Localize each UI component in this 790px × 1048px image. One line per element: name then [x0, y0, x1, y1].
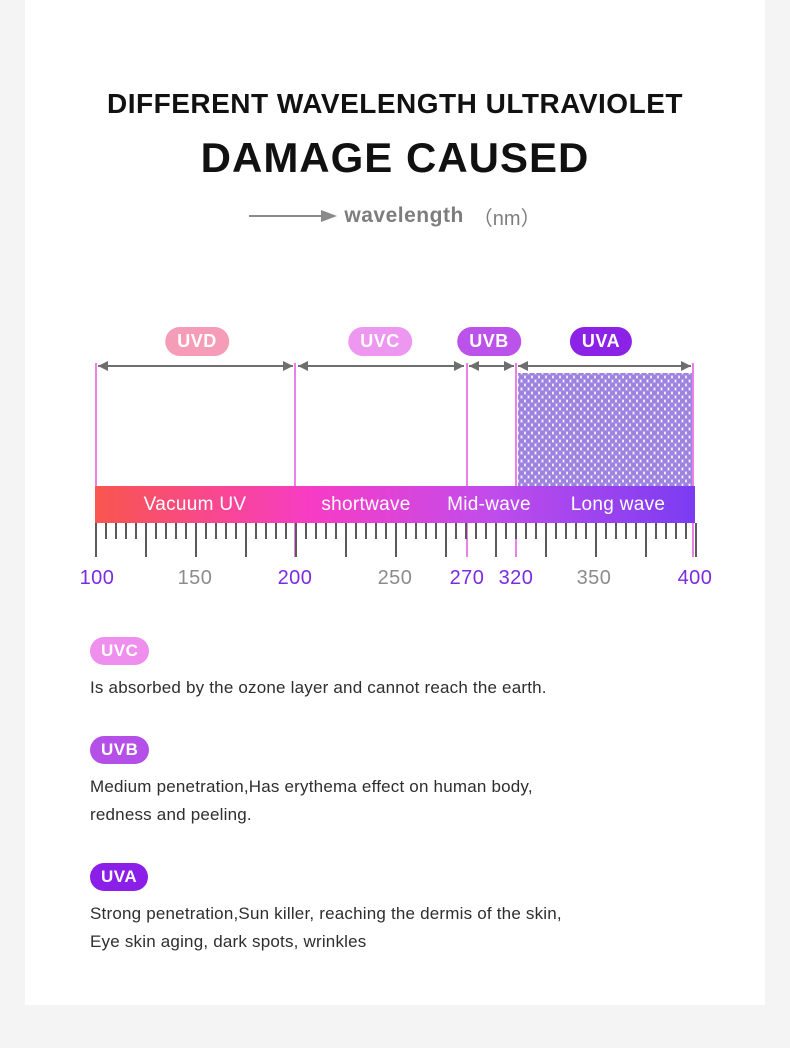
uva-badge: UVA: [90, 863, 149, 891]
wavelength-gradient-bar: Vacuum UV shortwave Mid-wave Long wave: [95, 486, 695, 523]
uvb-description-line2: redness and peeling.: [90, 805, 252, 824]
wavelength-axis-caption: wavelength （nm）: [25, 200, 765, 232]
ruler-ticks: [95, 523, 697, 559]
zone-label-vacuum-uv: Vacuum UV: [143, 494, 247, 515]
range-arrow-uvd: [98, 361, 293, 371]
content-card: DIFFERENT WAVELENGTH ULTRAVIOLET DAMAGE …: [25, 0, 765, 1005]
marker-line-100nm: [95, 363, 97, 557]
uva-description-line1: Strong penetration,Sun killer, reaching …: [90, 904, 562, 923]
band-pill-uva: UVA: [569, 327, 633, 356]
uvc-description-line1: Is absorbed by the ozone layer and canno…: [90, 678, 547, 697]
axis-unit: （nm）: [472, 207, 541, 230]
section-uva: UVA Strong penetration,Sun killer, reach…: [90, 863, 710, 956]
uvc-description: Is absorbed by the ozone layer and canno…: [90, 674, 710, 702]
band-pill-uvd: UVD: [165, 327, 229, 356]
tick-label-400: 400: [677, 567, 713, 589]
uva-description: Strong penetration,Sun killer, reaching …: [90, 900, 710, 956]
zone-label-shortwave: shortwave: [321, 494, 411, 515]
range-arrow-uva: [518, 361, 691, 371]
tick-label-250: 250: [377, 567, 413, 589]
page-title-line2: DAMAGE CAUSED: [200, 134, 590, 181]
tick-label-150: 150: [177, 567, 213, 589]
uvc-badge: UVC: [90, 637, 150, 665]
tick-label-350: 350: [576, 567, 612, 589]
uv-spectrum-chart: UVD UVC UVB UVA Vacuum UV shortwave Mid-…: [80, 327, 712, 599]
tick-label-100: 100: [79, 567, 115, 589]
range-arrow-uvc: [298, 361, 464, 371]
section-uvb: UVB Medium penetration,Has erythema effe…: [90, 736, 710, 829]
band-pill-uvb: UVB: [457, 327, 521, 356]
marker-line-200nm: [294, 363, 296, 557]
uvb-badge: UVB: [90, 736, 150, 764]
right-arrow-icon: [249, 210, 338, 222]
tick-label-200: 200: [277, 567, 313, 589]
section-uvc: UVC Is absorbed by the ozone layer and c…: [90, 637, 710, 702]
uvb-description: Medium penetration,Has erythema effect o…: [90, 773, 710, 829]
uva-description-line2: Eye skin aging, dark spots, wrinkles: [90, 932, 367, 951]
marker-line-320nm: [515, 363, 517, 557]
band-pill-uvc: UVC: [348, 327, 412, 356]
page-title-line1: DIFFERENT WAVELENGTH ULTRAVIOLET: [107, 88, 683, 119]
zone-label-long-wave: Long wave: [570, 494, 666, 515]
zone-label-mid-wave: Mid-wave: [447, 494, 531, 515]
range-arrow-uvb: [469, 361, 514, 371]
marker-line-270nm: [466, 363, 468, 557]
axis-label: wavelength: [344, 204, 464, 227]
marker-line-400nm: [692, 363, 694, 557]
uva-dot-pattern-area: [518, 373, 692, 486]
tick-label-270: 270: [449, 567, 485, 589]
tick-label-320: 320: [498, 567, 534, 589]
uvb-description-line1: Medium penetration,Has erythema effect o…: [90, 777, 533, 796]
